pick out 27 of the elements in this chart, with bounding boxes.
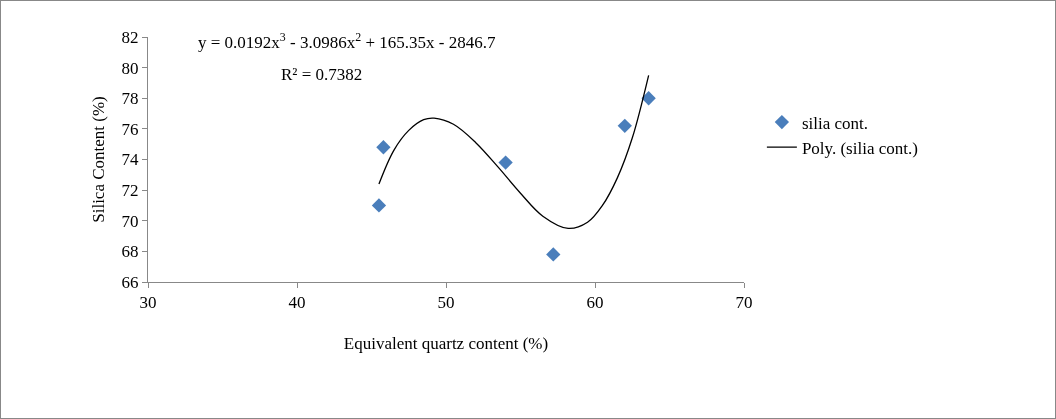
y-tick-label: 76 — [121, 119, 139, 139]
point — [546, 247, 561, 262]
x-axis-title: Equivalent quartz content (%) — [343, 333, 549, 353]
y-tick-label: 82 — [121, 27, 139, 47]
x-tick-label: 60 — [586, 293, 604, 313]
line-series — [378, 74, 650, 230]
point — [376, 140, 391, 155]
y-tick-label: 68 — [121, 242, 139, 262]
annotation: R² = 0.7382 — [281, 65, 363, 84]
y-tick-label: 80 — [121, 58, 139, 78]
point — [617, 118, 632, 133]
x-tick-label: 40 — [288, 293, 306, 313]
x-tick-label: 50 — [437, 293, 455, 313]
point — [641, 91, 656, 106]
y-tick-label: 70 — [121, 211, 139, 231]
y-tick-label: 78 — [121, 89, 139, 109]
y-axis-title: Silica Content (%) — [89, 96, 109, 223]
point — [498, 155, 513, 170]
point — [371, 198, 387, 213]
legend-label: silia cont. — [801, 113, 868, 133]
annotation: y = 0.0192x$^{3}$ - 3.0986x$^{2}$ + 165.35x - 2846.7 — [198, 30, 496, 53]
y-tick-label: 72 — [121, 181, 139, 201]
y-tick-label: 74 — [121, 150, 140, 170]
legend-label: Poly. (silia cont.) — [801, 138, 918, 158]
x-tick-label: 30 — [139, 293, 157, 313]
x-tick-label: 70 — [735, 293, 753, 313]
y-tick-label: 66 — [121, 272, 139, 292]
